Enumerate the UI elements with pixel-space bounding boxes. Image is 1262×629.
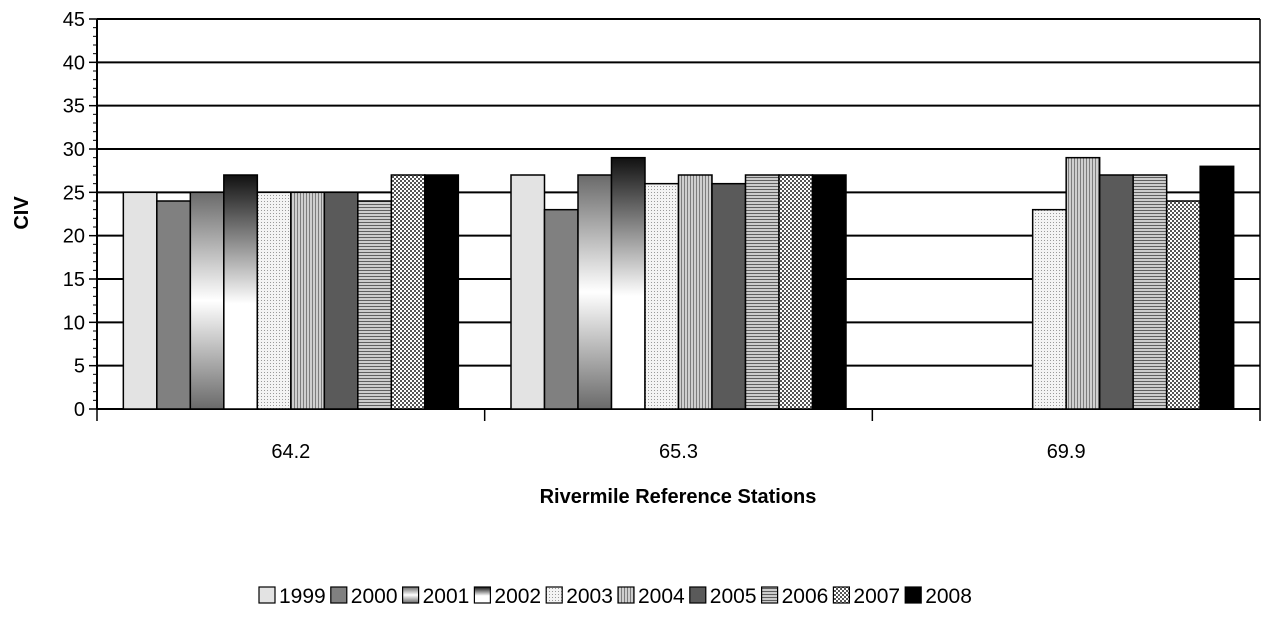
y-tick-label: 35 — [63, 96, 85, 118]
legend-label-2008: 2008 — [925, 585, 972, 608]
legend-label-2005: 2005 — [710, 585, 757, 608]
bar-2006-69.9 — [1132, 174, 1168, 410]
legend: 1999 2000 2001 2002 2003 2004 2005 2006 2007 2008 — [258, 585, 972, 608]
bar-2001-65.3 — [577, 174, 613, 410]
y-tick-label: 5 — [74, 356, 85, 378]
legend-label-2004: 2004 — [638, 585, 685, 608]
y-tick-label: 15 — [63, 269, 85, 291]
legend-swatch-2005 — [689, 586, 707, 604]
legend-swatch-2000 — [330, 586, 348, 604]
y-tick-label: 30 — [63, 139, 85, 161]
legend-label-2002: 2002 — [494, 585, 541, 608]
bar-2007-65.3 — [778, 174, 814, 410]
bar-2004-65.3 — [677, 174, 713, 410]
axis-labels: Rivermile Reference Stations CIV — [11, 196, 816, 508]
legend-label-2001: 2001 — [423, 585, 470, 608]
legend-label-1999: 1999 — [279, 585, 326, 608]
bar-1999-65.3 — [510, 174, 546, 410]
y-tick-label: 25 — [63, 182, 85, 204]
legend-swatch-2004 — [617, 586, 635, 604]
legend-label-2000: 2000 — [351, 585, 398, 608]
y-tick-label: 0 — [74, 399, 85, 421]
bar-2007-69.9 — [1165, 200, 1201, 410]
legend-swatch-1999 — [258, 586, 276, 604]
bar-2002-65.3 — [610, 156, 646, 410]
bar-2004-64.2 — [290, 191, 326, 410]
bar-2008-64.2 — [424, 174, 460, 410]
bar-2006-64.2 — [357, 200, 393, 410]
legend-swatch-2008 — [904, 586, 922, 604]
y-axis-title: CIV — [11, 196, 33, 230]
bar-2004-69.9 — [1065, 156, 1101, 410]
bar-2002-64.2 — [223, 174, 259, 410]
legend-label-2007: 2007 — [853, 585, 900, 608]
legend-label-2006: 2006 — [782, 585, 829, 608]
y-tick-label: 40 — [63, 52, 85, 74]
bar-2008-69.9 — [1199, 165, 1235, 410]
bar-2006-65.3 — [744, 174, 780, 410]
y-tick-label: 45 — [63, 9, 85, 31]
bar-2005-65.3 — [711, 182, 747, 410]
bar-2007-64.2 — [390, 174, 426, 410]
bar-2000-64.2 — [156, 200, 192, 410]
bar-2003-69.9 — [1031, 208, 1067, 410]
legend-swatch-2002 — [473, 586, 491, 604]
legend-swatch-2001 — [402, 586, 420, 604]
legend-label-2003: 2003 — [566, 585, 613, 608]
x-tick-label: 64.2 — [271, 441, 310, 463]
bar-2000-65.3 — [543, 208, 579, 410]
x-axis-title: Rivermile Reference Stations — [540, 486, 817, 508]
bar-2005-64.2 — [323, 191, 359, 410]
y-tick-label: 10 — [63, 312, 85, 334]
x-tick-label: 69.9 — [1047, 441, 1086, 463]
y-tick-label: 20 — [63, 226, 85, 248]
legend-swatch-2007 — [832, 586, 851, 604]
x-tick-label: 65.3 — [659, 441, 698, 463]
bar-1999-64.2 — [122, 191, 158, 410]
legend-swatch-2006 — [760, 586, 779, 604]
bar-2003-65.3 — [644, 182, 680, 410]
bars — [122, 156, 1235, 410]
bar-2008-65.3 — [811, 174, 847, 410]
bar-2003-64.2 — [256, 191, 292, 410]
legend-swatch-2003 — [545, 586, 563, 604]
bar-2001-64.2 — [189, 191, 225, 410]
bar-2005-69.9 — [1098, 174, 1134, 410]
